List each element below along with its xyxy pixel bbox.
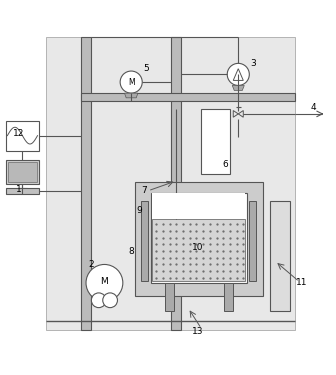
Text: 5: 5: [143, 64, 149, 73]
Bar: [152, 192, 245, 219]
Text: 2: 2: [88, 260, 94, 269]
Bar: [81, 93, 295, 100]
Text: 7: 7: [142, 186, 148, 195]
Circle shape: [120, 71, 142, 93]
Bar: [81, 37, 91, 330]
Text: 13: 13: [193, 327, 204, 336]
Bar: [6, 188, 39, 194]
Bar: [8, 162, 37, 182]
Text: 11: 11: [296, 278, 307, 287]
Text: 12: 12: [13, 129, 25, 138]
Text: 10: 10: [193, 243, 204, 252]
Bar: [152, 219, 245, 281]
Circle shape: [227, 63, 249, 86]
Text: M: M: [128, 78, 134, 87]
Bar: [6, 160, 39, 184]
Bar: [223, 283, 233, 311]
Bar: [151, 192, 247, 283]
Bar: [249, 201, 256, 281]
Polygon shape: [125, 93, 138, 98]
Bar: [134, 183, 263, 296]
Bar: [46, 37, 295, 330]
Bar: [171, 37, 181, 330]
Text: 9: 9: [137, 206, 142, 215]
Polygon shape: [232, 86, 244, 90]
Bar: [165, 283, 174, 311]
Bar: [140, 201, 148, 281]
Text: 4: 4: [311, 103, 317, 112]
Circle shape: [86, 264, 123, 301]
Bar: [6, 121, 39, 151]
Text: 1: 1: [16, 184, 22, 194]
Text: 6: 6: [222, 160, 228, 169]
Bar: [270, 201, 290, 311]
Text: M: M: [100, 277, 108, 286]
Text: 8: 8: [128, 247, 134, 256]
Circle shape: [103, 293, 118, 308]
Bar: [202, 109, 230, 174]
Text: 3: 3: [250, 59, 256, 68]
Circle shape: [91, 293, 106, 308]
